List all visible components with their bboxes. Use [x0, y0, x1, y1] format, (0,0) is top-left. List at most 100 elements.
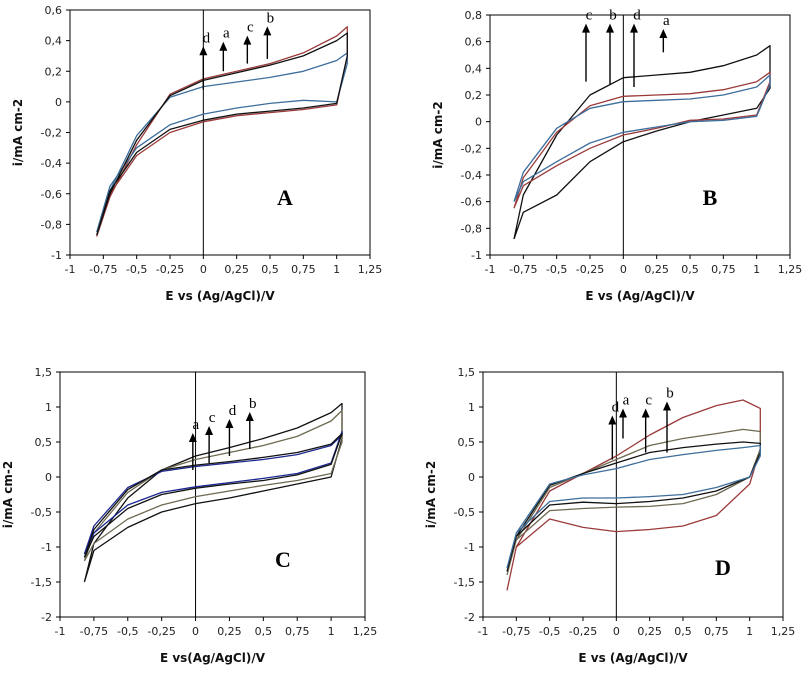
y-tick-label: -0,4 — [41, 157, 62, 170]
x-tick-label: -0,25 — [576, 263, 604, 276]
x-tick-label: 1 — [333, 263, 340, 276]
trend-arrow-head — [188, 433, 197, 442]
x-tick-label: -0,75 — [502, 625, 530, 638]
plot-frame — [489, 14, 791, 256]
plot-frame — [482, 371, 784, 618]
y-tick-label: -0,4 — [461, 169, 482, 182]
cv-curve — [513, 74, 771, 202]
panel-label: A — [277, 185, 293, 210]
y-tick-label: -0,5 — [31, 506, 52, 519]
y-tick-label: -0,5 — [454, 506, 475, 519]
y-tick-label: 0,4 — [45, 35, 63, 48]
cv-panel-d: 1,510,50-0,5-1-1,5-2-1 -0,75 -0,5 -0,25 0 0,2… — [424, 366, 795, 665]
y-tick-label: 0,2 — [45, 65, 63, 78]
x-tick-label: 0 — [620, 263, 627, 276]
trend-arrow-head — [199, 46, 208, 56]
x-axis-label: E vs (Ag/AgCl)/V — [165, 289, 275, 303]
x-tick-label: -1 — [478, 625, 489, 638]
cv-curve — [513, 45, 771, 240]
y-tick-label: -1 — [41, 541, 52, 554]
x-tick-label: -0,5 — [126, 263, 147, 276]
x-tick-label: -0,75 — [509, 263, 537, 276]
x-tick-label: 0,75 — [285, 625, 310, 638]
y-tick-label: 0,5 — [35, 436, 53, 449]
cv-curve — [96, 26, 348, 237]
trend-arrow-head — [225, 419, 234, 428]
x-tick-label: 0,75 — [704, 625, 729, 638]
x-tick-label: -0,25 — [569, 625, 597, 638]
arrow-label: d — [633, 8, 641, 24]
x-tick-label: 0,25 — [644, 263, 669, 276]
arrow-label: b — [609, 8, 617, 24]
arrow-label: d — [612, 400, 620, 416]
y-tick-label: -1,5 — [31, 576, 52, 589]
y-axis-label: i/mA cm-2 — [11, 99, 25, 166]
y-tick-label: 0,8 — [465, 9, 483, 22]
x-tick-label: 0,5 — [681, 263, 699, 276]
trend-arrow-head — [608, 415, 617, 425]
x-tick-label: 0,25 — [224, 263, 249, 276]
x-tick-label: -0,5 — [546, 263, 567, 276]
y-tick-label: -1 — [464, 541, 475, 554]
y-tick-label: 0 — [468, 471, 475, 484]
x-tick-label: -1 — [485, 263, 496, 276]
y-tick-label: -0,2 — [41, 127, 62, 140]
y-tick-label: -0,8 — [41, 218, 62, 231]
x-tick-label: -0,75 — [80, 625, 108, 638]
cv-curve — [83, 430, 343, 555]
panel-label: B — [703, 185, 718, 210]
arrow-label: d — [229, 403, 237, 419]
y-axis-label: i/mA cm-2 — [1, 461, 15, 528]
y-tick-label: 1 — [468, 401, 475, 414]
x-tick-label: 0 — [200, 263, 207, 276]
y-tick-label: 0,6 — [45, 4, 63, 17]
x-tick-label: 1 — [328, 625, 335, 638]
arrow-label: a — [193, 417, 200, 433]
x-tick-label: 0 — [192, 625, 199, 638]
trend-arrow-head — [263, 26, 272, 36]
y-tick-label: 0,5 — [458, 436, 476, 449]
x-tick-label: 0,75 — [291, 263, 316, 276]
y-tick-label: 0 — [45, 471, 52, 484]
y-tick-label: 1,5 — [458, 366, 476, 379]
plot-frame — [59, 371, 366, 618]
y-tick-label: 0 — [475, 116, 482, 129]
trend-arrow-head — [243, 35, 252, 45]
x-tick-label: 0,5 — [255, 625, 273, 638]
trend-arrow-head — [245, 412, 254, 421]
arrow-label: c — [645, 393, 652, 409]
y-tick-label: -1 — [471, 249, 482, 262]
x-tick-label: 0,25 — [637, 625, 662, 638]
arrow-label: b — [666, 386, 674, 402]
panel-label: C — [275, 547, 291, 572]
arrow-label: d — [203, 30, 211, 46]
y-axis-label: i/mA cm-2 — [431, 101, 445, 168]
cv-panel-b: 0,8 0,6 0,4 0,2 0 -0,2 -0,4 -0,6 -0,8 -1-1 -0,75 -0… — [431, 8, 802, 303]
trend-arrow-head — [641, 408, 650, 418]
y-tick-label: -2 — [464, 611, 475, 624]
y-tick-label: -2 — [41, 611, 52, 624]
x-tick-label: -0,25 — [147, 625, 175, 638]
x-tick-label: 1 — [746, 625, 753, 638]
cv-curve — [506, 444, 761, 569]
arrow-label: a — [663, 13, 670, 29]
y-tick-label: -1,5 — [454, 576, 475, 589]
cv-curve — [83, 409, 343, 562]
trend-arrow-head — [606, 23, 614, 33]
x-tick-label: -0,25 — [156, 263, 184, 276]
trend-arrow-head — [619, 408, 627, 418]
x-tick-label: -0,5 — [539, 625, 560, 638]
arrow-label: a — [623, 393, 630, 409]
y-tick-label: 0 — [55, 96, 62, 109]
arrow-label: a — [223, 26, 230, 42]
y-tick-label: 0,6 — [465, 36, 483, 49]
y-tick-label: 1,5 — [35, 366, 53, 379]
plot-frame — [69, 9, 371, 256]
y-tick-label: -0,6 — [461, 196, 482, 209]
x-tick-label: 0,5 — [261, 263, 279, 276]
x-tick-label: -1 — [55, 625, 66, 638]
x-tick-label: -0,5 — [117, 625, 138, 638]
y-tick-label: -0,2 — [461, 142, 482, 155]
x-axis-label: E vs(Ag/AgCl)/V — [160, 651, 266, 665]
y-tick-label: 0,2 — [465, 89, 483, 102]
